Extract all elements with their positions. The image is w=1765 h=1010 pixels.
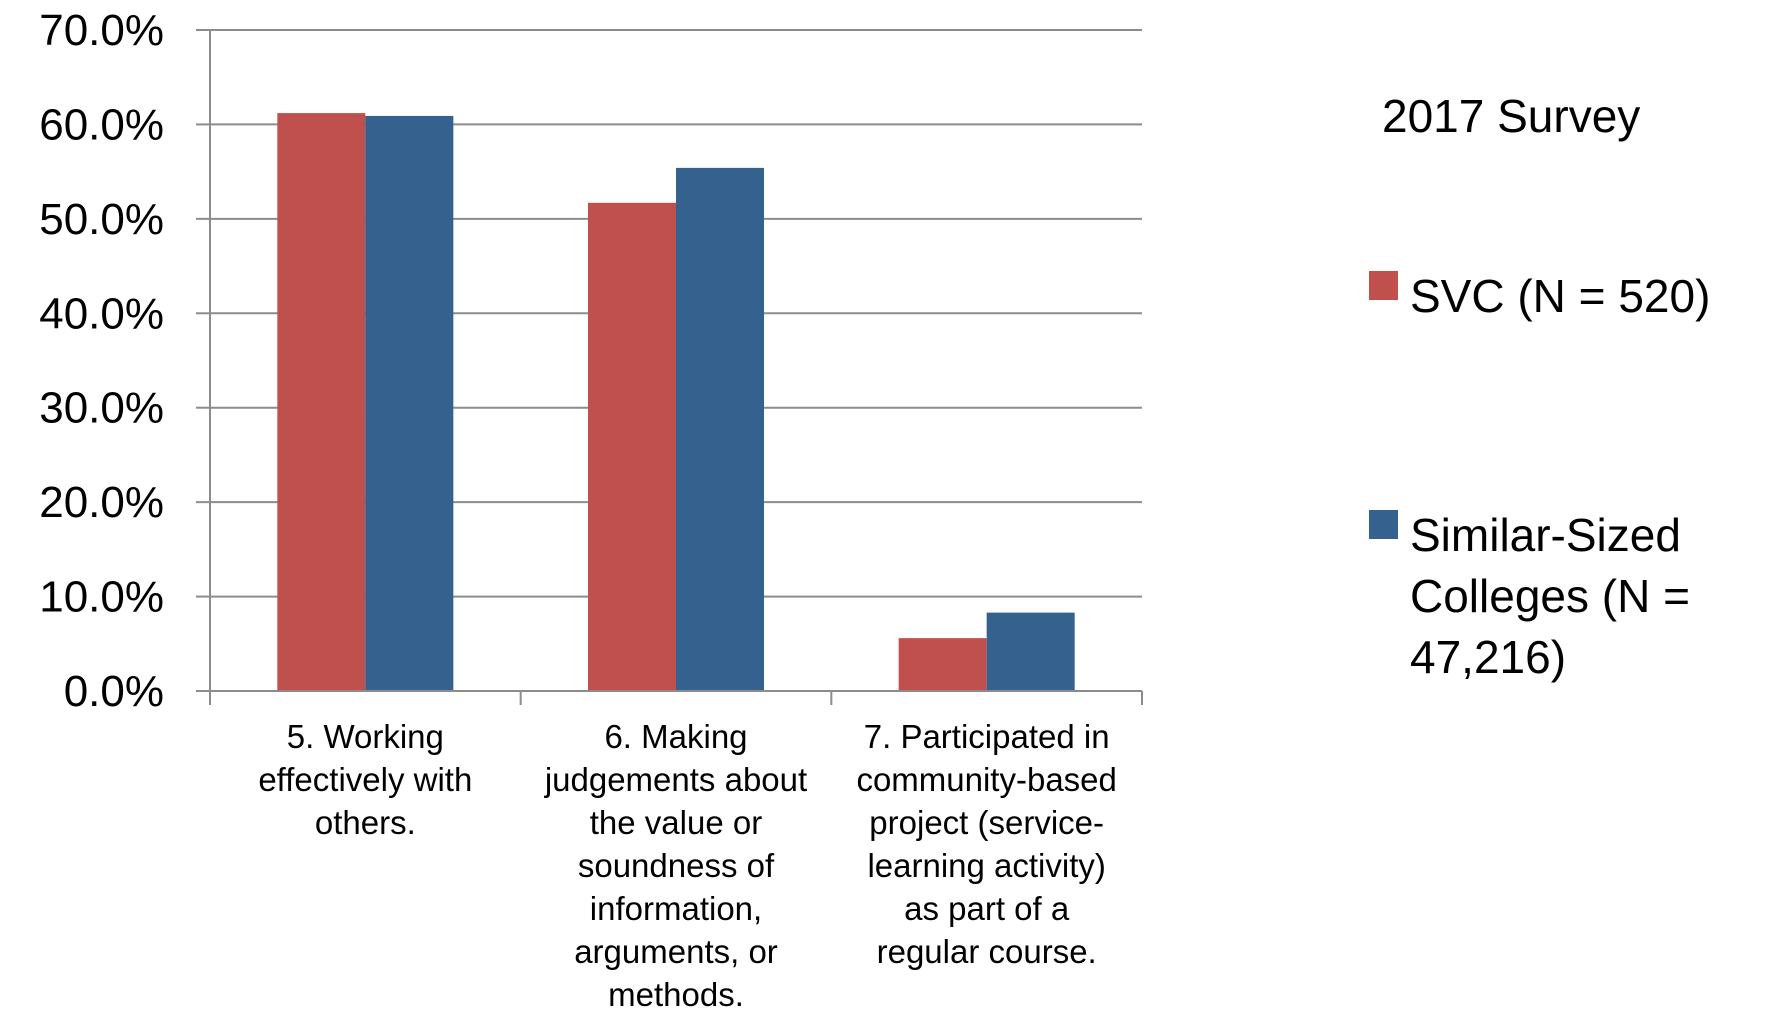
category-label-line: 7. Participated in xyxy=(864,718,1110,755)
category-label-line: effectively with xyxy=(258,761,472,798)
legend-label-line: 47,216) xyxy=(1410,631,1566,683)
axes xyxy=(196,29,1143,705)
bar-series-2-cat-2 xyxy=(676,167,764,691)
bar-series-2-cat-1 xyxy=(365,115,454,692)
category-label-line: as part of a xyxy=(904,890,1070,927)
bar-series-1-cat-1 xyxy=(277,113,366,691)
category-label-line: soundness of xyxy=(578,847,775,884)
y-tick-label: 50.0% xyxy=(39,195,164,244)
bar-series-2-cat-3 xyxy=(986,612,1075,691)
legend-label-line: Similar-Sized xyxy=(1410,509,1681,561)
category-label-line: learning activity) xyxy=(867,847,1105,884)
y-tick-label: 60.0% xyxy=(39,100,164,149)
y-tick-label: 0.0% xyxy=(64,667,164,716)
category-label-line: 5. Working xyxy=(287,718,444,755)
category-label-3: 7. Participated in community-based project… xyxy=(856,718,1116,970)
y-tick-label: 70.0% xyxy=(39,6,164,55)
legend-label-2: Similar-Sized Colleges (N = 47,216) xyxy=(1410,509,1690,683)
legend-label-1: SVC (N = 520) xyxy=(1410,270,1710,322)
y-tick-label: 30.0% xyxy=(39,384,164,433)
category-labels: 5. Working effectively with others. 6. Maki… xyxy=(258,718,1117,1010)
legend-swatch-2 xyxy=(1369,510,1398,539)
category-label-line: arguments, or xyxy=(574,933,778,970)
legend-title: 2017 Survey xyxy=(1382,90,1640,142)
y-tick-labels: 0.0% 10.0% 20.0% 30.0% 40.0% 50.0% 60.0% 70.0% xyxy=(39,6,164,716)
category-label-2: 6. Making judgements about the value or sou… xyxy=(544,718,807,1010)
bar-series-1-cat-2 xyxy=(588,202,676,691)
category-label-line: project (service- xyxy=(869,804,1104,841)
category-label-line: community-based xyxy=(856,761,1116,798)
category-label-line: the value or xyxy=(590,804,762,841)
bars xyxy=(277,113,1075,692)
y-tick-label: 40.0% xyxy=(39,289,164,338)
category-label-line: regular course. xyxy=(877,933,1097,970)
category-label-line: judgements about xyxy=(544,761,807,798)
category-label-line: information, xyxy=(590,890,762,927)
legend: 2017 Survey SVC (N = 520) Similar-Sized Co… xyxy=(1369,90,1710,683)
y-tick-label: 10.0% xyxy=(39,573,164,622)
legend-label-line: SVC (N = 520) xyxy=(1410,270,1710,322)
bar-series-1-cat-3 xyxy=(898,638,987,691)
category-label-line: others. xyxy=(315,804,416,841)
legend-label-line: Colleges (N = xyxy=(1410,570,1690,622)
y-tick-label: 20.0% xyxy=(39,478,164,527)
category-label-line: 6. Making xyxy=(604,718,747,755)
category-label-1: 5. Working effectively with others. xyxy=(258,718,472,841)
category-label-line: methods. xyxy=(608,976,744,1010)
legend-swatch-1 xyxy=(1369,271,1398,300)
